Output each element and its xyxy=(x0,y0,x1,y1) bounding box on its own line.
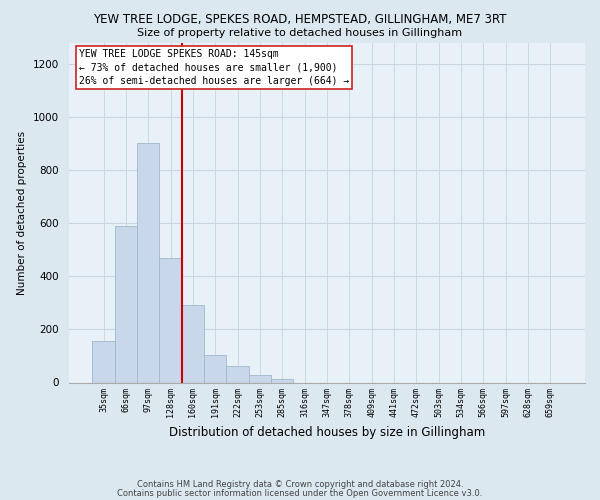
Text: YEW TREE LODGE, SPEKES ROAD, HEMPSTEAD, GILLINGHAM, ME7 3RT: YEW TREE LODGE, SPEKES ROAD, HEMPSTEAD, … xyxy=(93,12,507,26)
Text: Contains HM Land Registry data © Crown copyright and database right 2024.: Contains HM Land Registry data © Crown c… xyxy=(137,480,463,489)
Bar xyxy=(137,144,160,382)
Bar xyxy=(182,306,204,382)
Bar xyxy=(115,226,137,382)
Text: Size of property relative to detached houses in Gillingham: Size of property relative to detached ho… xyxy=(137,28,463,38)
Bar xyxy=(204,354,226,382)
Text: YEW TREE LODGE SPEKES ROAD: 145sqm
← 73% of detached houses are smaller (1,900)
: YEW TREE LODGE SPEKES ROAD: 145sqm ← 73%… xyxy=(79,50,350,86)
Bar xyxy=(249,375,271,382)
Bar xyxy=(92,342,115,382)
X-axis label: Distribution of detached houses by size in Gillingham: Distribution of detached houses by size … xyxy=(169,426,485,438)
Bar xyxy=(271,380,293,382)
Bar xyxy=(160,258,182,382)
Bar xyxy=(226,366,249,382)
Text: Contains public sector information licensed under the Open Government Licence v3: Contains public sector information licen… xyxy=(118,489,482,498)
Y-axis label: Number of detached properties: Number of detached properties xyxy=(17,130,28,294)
